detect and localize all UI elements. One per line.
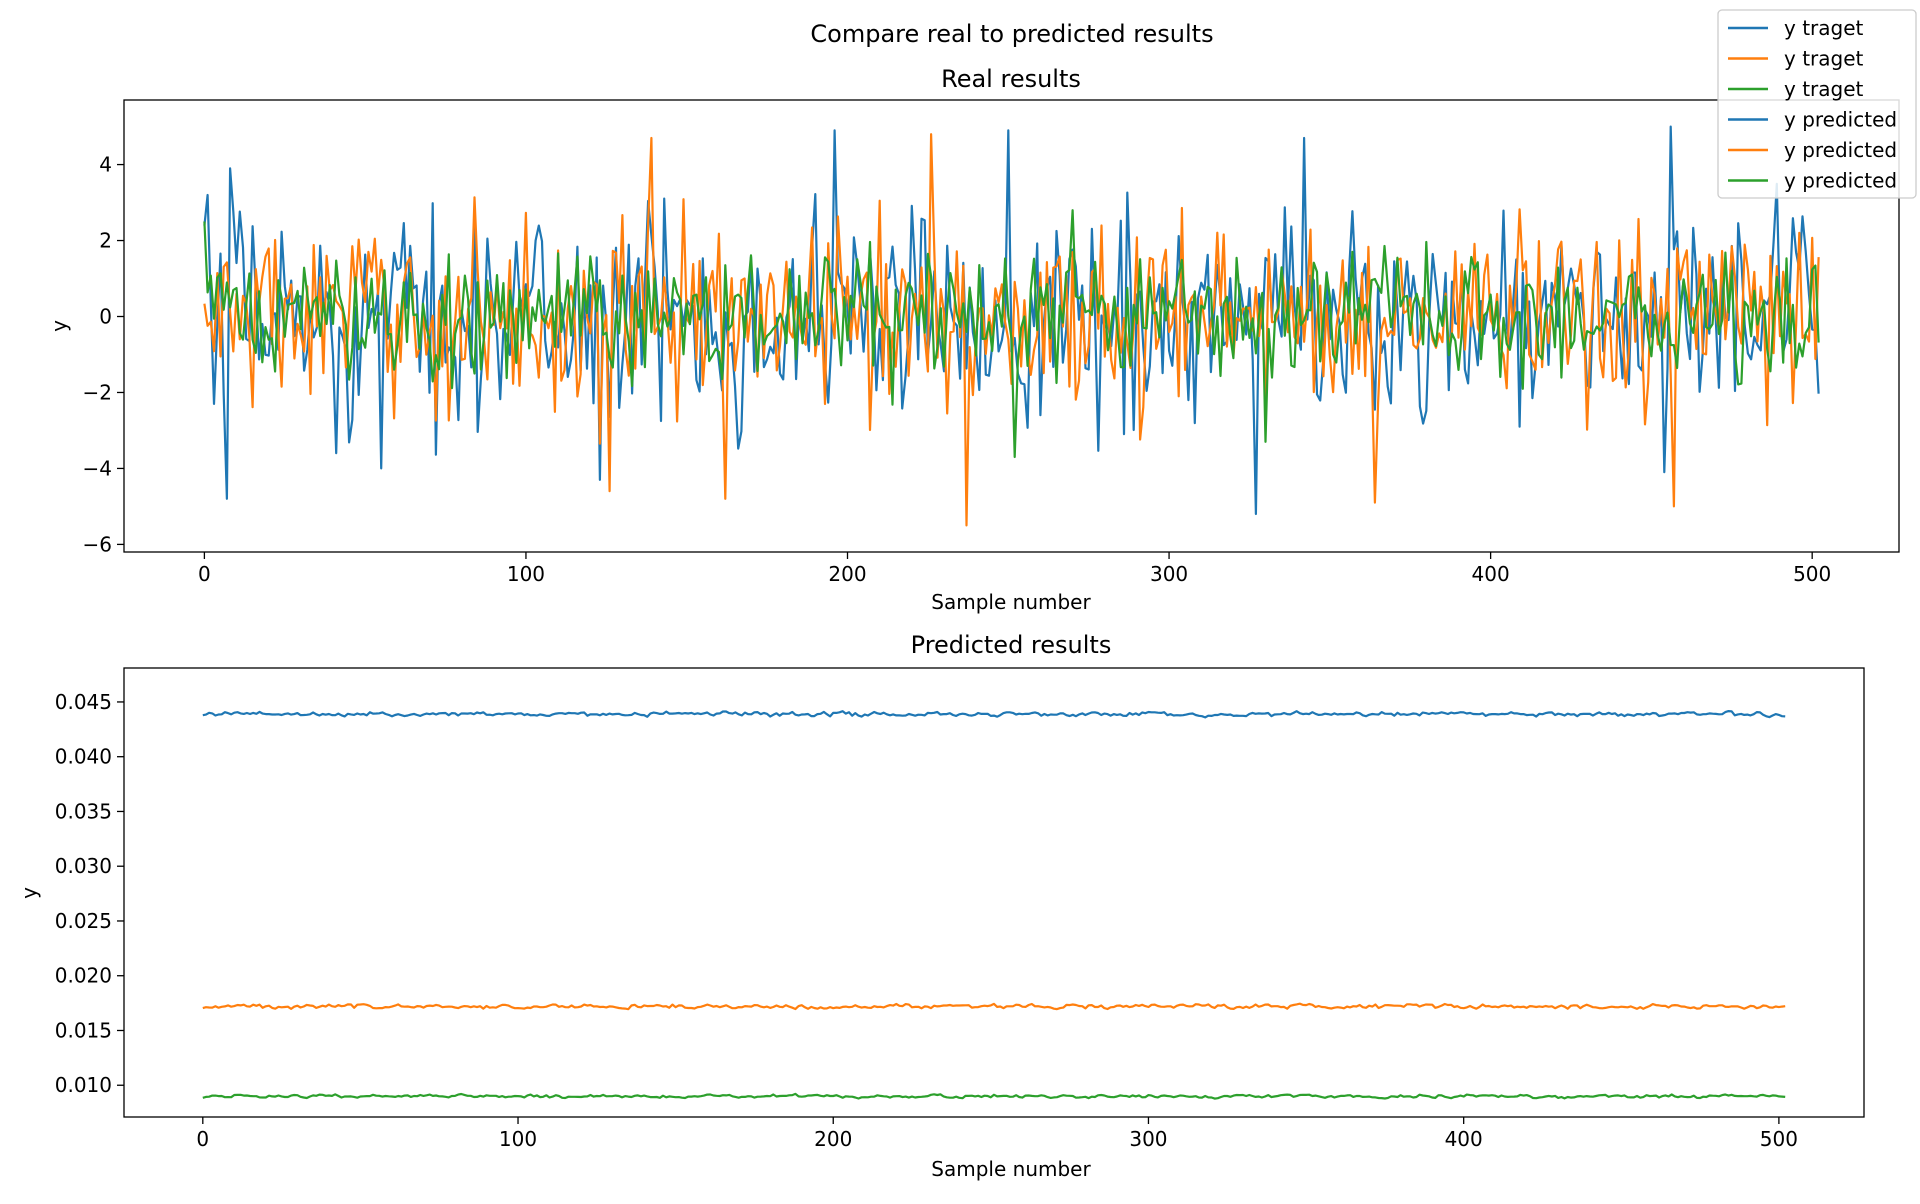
series-group	[203, 125, 1820, 527]
axes-title: Predicted results	[911, 631, 1112, 659]
x-tick-label: 200	[814, 1127, 852, 1151]
x-axis-label: Sample number	[931, 590, 1091, 614]
x-tick-label: 500	[1760, 1127, 1798, 1151]
x-tick-label: 500	[1793, 562, 1831, 586]
legend-label: y traget	[1784, 47, 1864, 71]
y-tick-label: −6	[83, 532, 112, 556]
x-tick-label: 400	[1445, 1127, 1483, 1151]
y-tick-label: 0.020	[55, 964, 112, 988]
tick-group: 0 100 200 300 400 500 −6 −4 −2 0 2 4	[83, 153, 1832, 586]
x-tick-label: 400	[1472, 562, 1510, 586]
y-axis-label: y	[47, 320, 71, 332]
x-tick-label: 0	[196, 1127, 209, 1151]
axes-title: Real results	[941, 65, 1081, 93]
legend: y traget y traget y traget y predicted y pre…	[1717, 9, 1917, 199]
x-tick-label: 300	[1150, 562, 1188, 586]
axes-frame	[123, 667, 1865, 1118]
y-tick-label: 0.030	[55, 854, 112, 878]
y-tick-label: 0.025	[55, 909, 112, 933]
y-tick-label: 0.015	[55, 1018, 112, 1042]
y-tick-label: 2	[99, 229, 112, 253]
y-tick-label: 0	[99, 305, 112, 329]
series-line	[203, 209, 1820, 459]
tick-group: 0 100 200 300 400 500 0.010 0.015 0.020 0.025 0.03…	[55, 690, 1798, 1151]
axes-real-results: Real results Sample number y 0 100 200 300 4…	[47, 65, 1900, 614]
legend-label: y predicted	[1784, 138, 1897, 162]
legend-label: y predicted	[1784, 169, 1897, 193]
y-tick-label: 4	[99, 153, 112, 177]
x-tick-label: 200	[828, 562, 866, 586]
series-group	[202, 709, 1786, 1100]
series-line	[202, 1002, 1786, 1011]
y-tick-label: −4	[83, 456, 112, 480]
x-axis-label: Sample number	[931, 1157, 1091, 1181]
legend-label: y traget	[1784, 16, 1864, 40]
axes-frame	[123, 99, 1900, 553]
series-line	[202, 1092, 1786, 1100]
y-tick-label: −2	[83, 380, 112, 404]
series-line	[202, 709, 1786, 719]
series-line	[203, 133, 1820, 527]
x-tick-label: 300	[1129, 1127, 1167, 1151]
legend-label: y traget	[1784, 77, 1864, 101]
y-axis-label: y	[17, 887, 41, 899]
y-tick-label: 0.035	[55, 799, 112, 823]
y-tick-label: 0.040	[55, 745, 112, 769]
x-tick-label: 100	[507, 562, 545, 586]
y-tick-label: 0.010	[55, 1073, 112, 1097]
axes-predicted-results: Predicted results Sample number y 0 100 20…	[17, 631, 1865, 1181]
figure-suptitle: Compare real to predicted results	[810, 20, 1213, 48]
x-tick-label: 0	[198, 562, 211, 586]
x-tick-label: 100	[499, 1127, 537, 1151]
legend-label: y predicted	[1784, 108, 1897, 132]
y-tick-label: 0.045	[55, 690, 112, 714]
